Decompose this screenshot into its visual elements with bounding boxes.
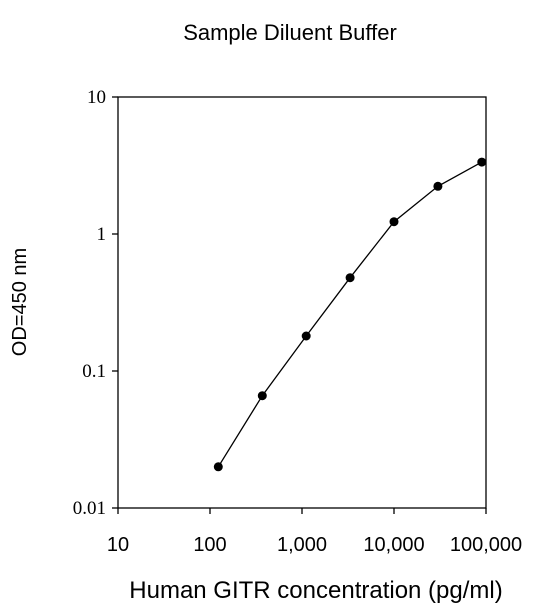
chart-title: Sample Diluent Buffer — [183, 20, 397, 45]
series-line — [217, 161, 483, 468]
x-tick-label: 1,000 — [277, 534, 327, 556]
y-tick-label: 1 — [97, 224, 107, 245]
x-tick-label: 10 — [107, 534, 129, 556]
x-tick-label: 100,000 — [450, 534, 522, 556]
data-point — [433, 181, 443, 191]
x-tick-label: 100 — [193, 534, 226, 556]
data-point — [213, 462, 223, 472]
plot-frame — [117, 96, 487, 509]
data-point — [301, 331, 311, 341]
plot-area: 0.01 0.1 1 10 10 100 1,000 10,000 100,000 — [73, 87, 522, 556]
data-point — [345, 273, 355, 283]
y-tick-label: 0.01 — [73, 498, 106, 519]
data-point — [389, 217, 399, 227]
x-tick-label: 10,000 — [363, 534, 424, 556]
data-point — [257, 391, 267, 401]
y-axis-label: OD=450 nm — [9, 248, 31, 356]
x-axis-label: Human GITR concentration (pg/ml) — [129, 577, 502, 604]
y-tick-label: 0.1 — [82, 361, 106, 382]
data-point — [477, 157, 487, 167]
y-tick-label: 10 — [87, 87, 106, 108]
